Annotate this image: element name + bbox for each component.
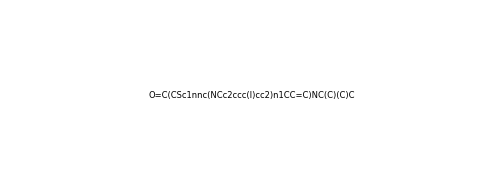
Text: O=C(CSc1nnc(NCc2ccc(I)cc2)n1CC=C)NC(C)(C)C: O=C(CSc1nnc(NCc2ccc(I)cc2)n1CC=C)NC(C)(C… — [148, 91, 355, 100]
